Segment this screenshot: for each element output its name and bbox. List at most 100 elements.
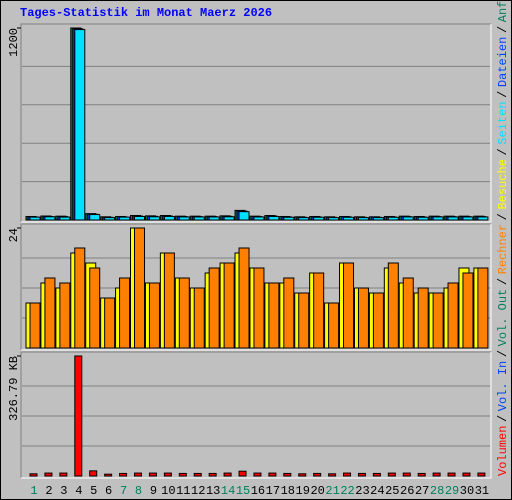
- bar: [298, 473, 307, 477]
- bar: [74, 355, 83, 477]
- panel: [21, 352, 491, 478]
- bar: [223, 472, 232, 477]
- bar: [148, 472, 157, 477]
- x-tick-label: 7: [120, 484, 127, 498]
- bar: [238, 470, 247, 477]
- bar: [74, 247, 86, 349]
- bar: [208, 472, 217, 477]
- bar: [447, 472, 456, 477]
- bar: [253, 216, 265, 221]
- bar: [283, 277, 295, 349]
- bar: [343, 216, 355, 221]
- bar: [387, 472, 396, 477]
- x-tick-label: 12: [191, 484, 205, 498]
- legend-item: Anfragen: [496, 0, 510, 22]
- legend-separator: /: [496, 91, 510, 98]
- bar: [477, 472, 486, 477]
- x-tick-label: 20: [310, 484, 324, 498]
- bar: [253, 267, 265, 349]
- bar: [357, 287, 369, 349]
- legend-separator: /: [496, 148, 510, 155]
- panel-edge: [21, 352, 492, 479]
- x-tick-label: 28: [430, 484, 444, 498]
- bar: [119, 277, 131, 349]
- y-tick-label: 326.79 KB: [7, 356, 21, 421]
- bar: [462, 472, 471, 477]
- bar: [29, 473, 38, 477]
- x-tick-label: 18: [281, 484, 295, 498]
- bar: [44, 472, 53, 477]
- bar: [148, 282, 160, 349]
- bar: [223, 262, 235, 349]
- bar: [372, 292, 384, 349]
- bar: [462, 216, 474, 221]
- x-tick-label: 24: [370, 484, 384, 498]
- x-tick-label: 8: [135, 484, 142, 498]
- legend-item: Vol. Out: [496, 289, 510, 347]
- bar: [283, 216, 295, 221]
- bar: [402, 472, 411, 477]
- bar: [447, 282, 459, 349]
- bar: [387, 262, 399, 349]
- bar: [432, 472, 441, 477]
- x-tick-label: 1: [30, 484, 37, 498]
- bar: [178, 277, 190, 349]
- panel-edge: [20, 23, 491, 222]
- x-tick-label: 4: [75, 484, 82, 498]
- bar: [268, 215, 280, 221]
- y-tick-label: 1200: [7, 28, 21, 57]
- legend-item: Rechner: [496, 224, 510, 274]
- bar: [402, 216, 414, 221]
- legend-separator: /: [496, 26, 510, 33]
- bar: [163, 472, 172, 477]
- x-tick-label: 6: [105, 484, 112, 498]
- bar: [178, 472, 187, 477]
- bar: [268, 282, 280, 349]
- x-tick-label: 13: [206, 484, 220, 498]
- legend-item: Besuche: [496, 159, 510, 209]
- bar: [59, 472, 68, 477]
- panel-edge: [20, 351, 491, 478]
- panel-edge: [21, 224, 492, 351]
- bar: [44, 216, 56, 221]
- x-tick-label: 5: [90, 484, 97, 498]
- x-tick-label: 2: [45, 484, 52, 498]
- bar: [343, 262, 355, 349]
- bar: [268, 472, 277, 477]
- x-tick-label: 31: [475, 484, 489, 498]
- panel-edge: [20, 223, 491, 350]
- bar: [119, 216, 131, 221]
- bar: [59, 216, 71, 221]
- bar: [148, 216, 160, 221]
- bar: [134, 472, 143, 477]
- bar: [29, 302, 41, 349]
- bar: [104, 217, 116, 221]
- bar: [89, 214, 101, 221]
- bar: [134, 227, 146, 349]
- chart-title: Tages-Statistik im Monat Maerz 2026: [20, 6, 272, 20]
- legend-item: Volumen: [496, 426, 510, 476]
- bar: [89, 267, 101, 349]
- bar: [223, 216, 235, 221]
- x-tick-label: 21: [325, 484, 339, 498]
- bar: [313, 472, 322, 477]
- bar: [462, 272, 474, 349]
- y-tick-label: 24: [7, 228, 21, 242]
- bar: [134, 215, 146, 221]
- x-tick-label: 26: [400, 484, 414, 498]
- x-tick-label: 29: [445, 484, 459, 498]
- bar: [29, 216, 41, 221]
- x-tick-label: 3: [60, 484, 67, 498]
- bar: [328, 217, 340, 221]
- bar: [417, 472, 426, 477]
- legend: Volumen / Vol. In / Vol. Out / Rechner / Besuche…: [496, 0, 510, 476]
- x-tick-label: 16: [251, 484, 265, 498]
- bar: [402, 277, 414, 349]
- legend-separator: /: [496, 350, 510, 357]
- bar: [193, 472, 202, 477]
- bar: [357, 472, 366, 477]
- x-tick-label: 14: [221, 484, 235, 498]
- bar: [253, 472, 262, 477]
- bar: [163, 252, 175, 349]
